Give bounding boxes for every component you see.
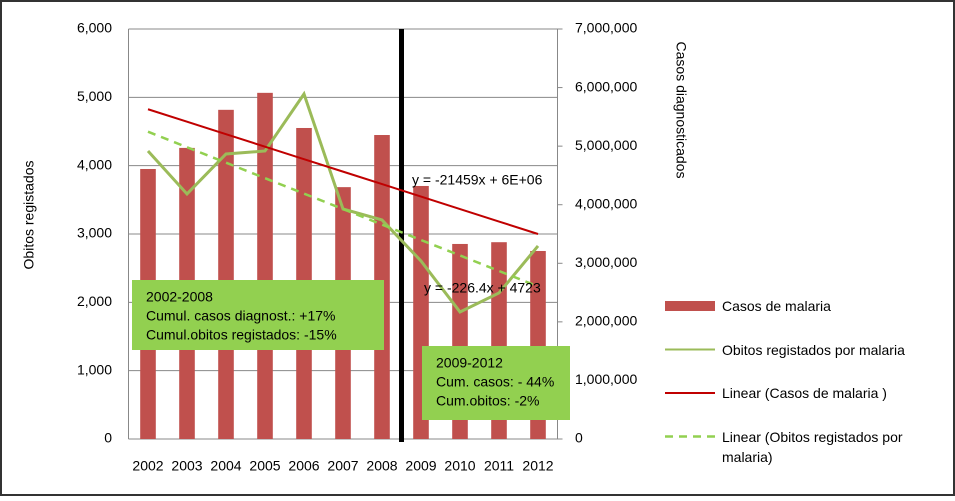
legend-item: Linear (Casos de malaria ) [722, 385, 887, 401]
legend-label: Casos de malaria [722, 298, 831, 314]
legend-label: Linear (Obitos registados por malaria) [722, 428, 903, 465]
text-box [422, 346, 570, 420]
y2-tick-label: 0 [575, 430, 583, 446]
legend-item: Obitos registados por malaria [722, 341, 905, 358]
y2-tick-label: 7,000,000 [575, 20, 637, 36]
legend-item: Casos de malaria [722, 298, 831, 314]
x-tick-label: 2004 [210, 458, 241, 474]
x-tick-label: 2002 [132, 458, 163, 474]
y2-tick-label: 5,000,000 [575, 137, 637, 153]
y-tick-label: 6,000 [77, 20, 112, 36]
y2-tick-label: 2,000,000 [575, 313, 637, 329]
x-tick-label: 2009 [405, 458, 436, 474]
legend-label: Obitos registados por malaria [722, 341, 905, 358]
y-axis-title: Obitos registados [21, 161, 37, 270]
line [147, 108, 539, 235]
y2-axis-title: Casos diagnosticados [673, 42, 689, 179]
trend-equation: y = -21459x + 6E+06 [412, 172, 543, 188]
y-tick-label: 3,000 [77, 225, 112, 241]
legend-item: Linear (Obitos registados por malaria) [722, 428, 903, 465]
text-box [132, 280, 384, 350]
y-tick-label: 0 [104, 430, 112, 446]
text-box-line: 2009-2012 [436, 355, 503, 371]
y-tick-label: 5,000 [77, 88, 112, 104]
text-box-line: Cum. casos: - 44% [436, 374, 554, 390]
x-tick-label: 2011 [484, 458, 514, 474]
text-box-line: 2002-2008 [146, 289, 213, 305]
x-tick-label: 2005 [249, 458, 280, 474]
legend-label: Linear (Casos de malaria ) [722, 385, 887, 401]
y-tick-label: 4,000 [77, 156, 112, 172]
legend-swatch [665, 301, 715, 311]
x-tick-label: 2003 [171, 458, 202, 474]
line [146, 90, 540, 314]
text-box-line: Cumul.obitos registados: -15% [146, 327, 337, 343]
text-box-line: Cum.obitos: -2% [436, 393, 539, 409]
x-tick-label: 2006 [288, 458, 319, 474]
y2-tick-label: 4,000,000 [575, 195, 637, 211]
y-tick-label: 2,000 [77, 293, 112, 309]
bar [218, 109, 234, 439]
text-box-line: Cumul. casos diagnost.: +17% [146, 308, 336, 324]
y2-tick-label: 3,000,000 [575, 254, 637, 270]
x-tick-label: 2007 [327, 458, 358, 474]
x-tick-label: 2008 [366, 458, 397, 474]
x-tick-label: 2012 [522, 458, 553, 474]
y2-tick-label: 6,000,000 [575, 78, 637, 94]
x-tick-label: 2010 [444, 458, 475, 474]
trend-equation: y = -226.4x + 4723 [424, 280, 541, 296]
y2-tick-label: 1,000,000 [575, 371, 637, 387]
y-tick-label: 1,000 [77, 361, 112, 377]
